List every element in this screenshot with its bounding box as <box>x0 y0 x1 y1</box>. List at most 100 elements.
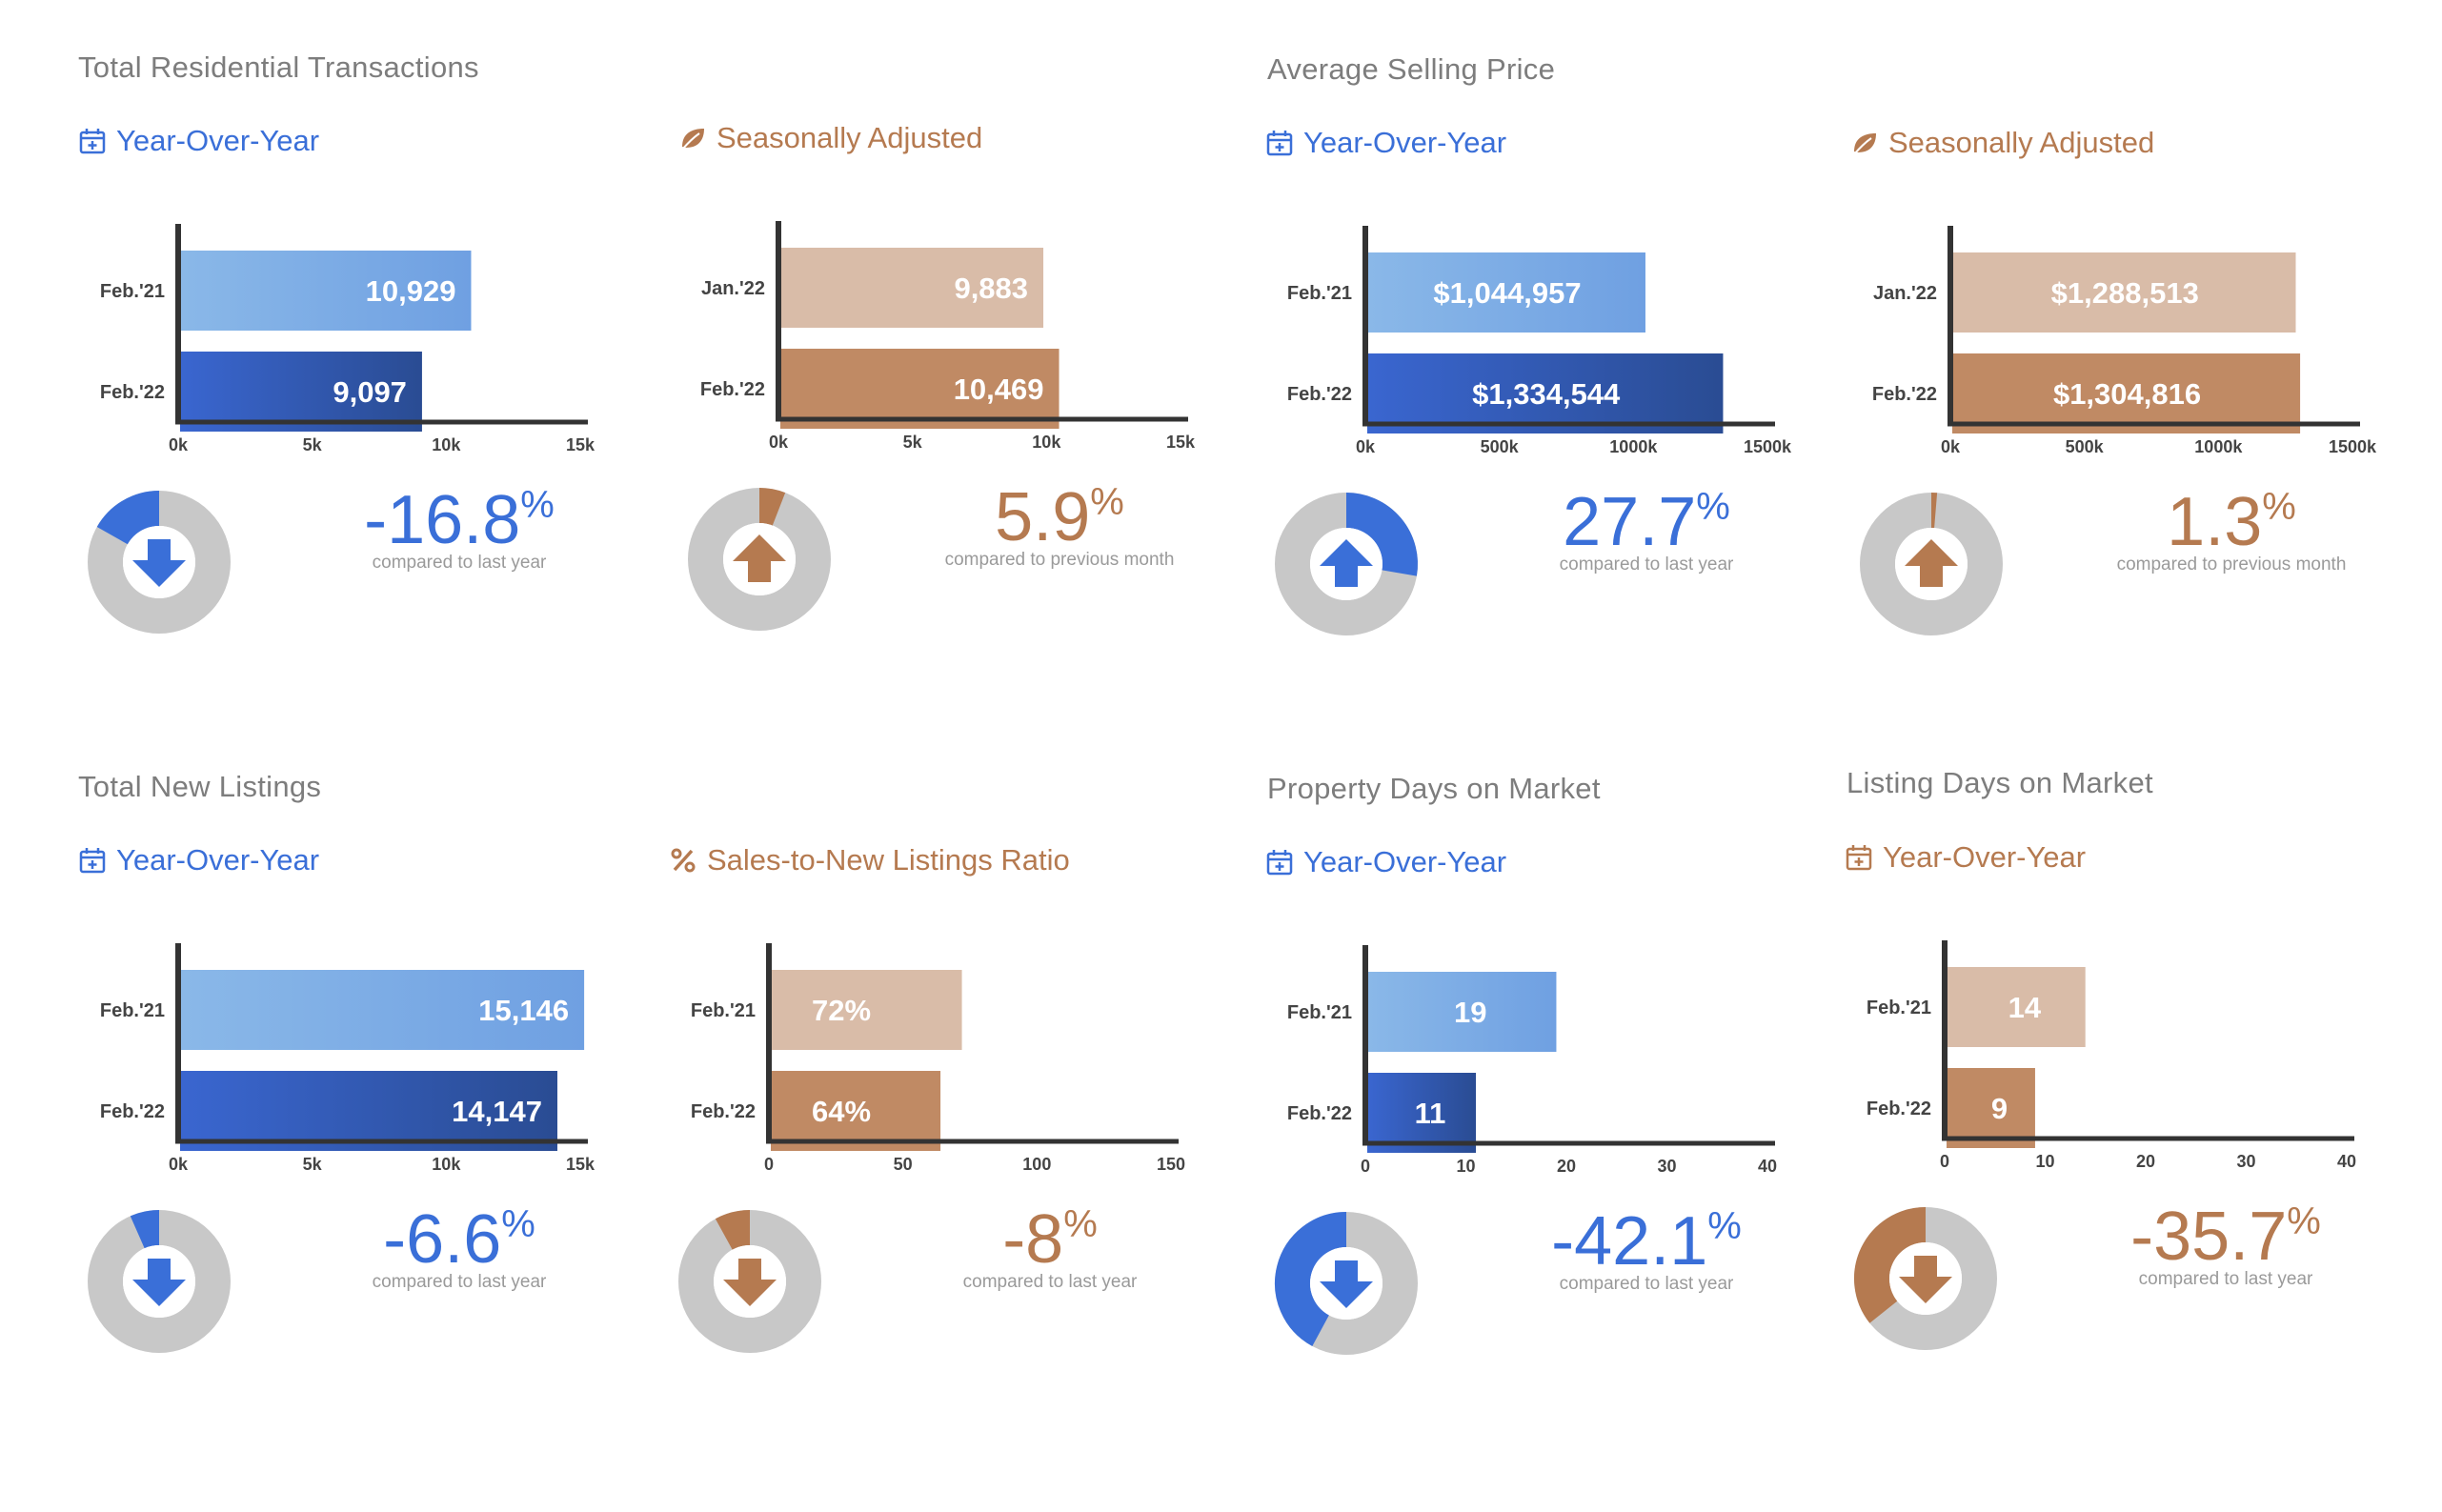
x-tick-label: 15k <box>1166 433 1196 452</box>
change-donut <box>1849 1202 2002 1355</box>
value-label: $1,044,957 <box>1433 276 1581 310</box>
category-label: Feb.'22 <box>700 379 765 400</box>
category-label: Feb.'22 <box>100 382 165 403</box>
change-percent-value: 5.9 <box>995 479 1090 555</box>
x-tick-label: 10k <box>432 435 461 454</box>
x-tick-label: 40 <box>1758 1157 1777 1176</box>
calendar-icon <box>78 846 107 875</box>
x-tick-label: 5k <box>303 435 323 454</box>
x-tick-label: 100 <box>1022 1155 1051 1174</box>
change-donut <box>83 486 235 638</box>
x-tick-label: 10k <box>432 1155 461 1174</box>
calendar-icon <box>1265 848 1294 877</box>
x-tick-label: 0k <box>769 433 789 452</box>
x-tick-label: 30 <box>2236 1152 2255 1171</box>
percent-icon <box>669 846 697 875</box>
category-label: Feb.'21 <box>691 1000 756 1021</box>
comparison-caption: compared to last year <box>316 553 602 574</box>
x-tick-label: 0k <box>1356 437 1376 456</box>
change-percent-value: 27.7 <box>1563 484 1696 560</box>
section-title-total-residential-transactions: Total Residential Transactions <box>78 50 479 85</box>
category-label: Feb.'22 <box>1287 1103 1352 1124</box>
x-tick-label: 5k <box>303 1155 323 1174</box>
x-tick-label: 20 <box>1557 1157 1576 1176</box>
calendar-icon <box>78 127 107 155</box>
percent-symbol: % <box>2287 1200 2321 1242</box>
change-donut <box>1855 488 2008 640</box>
category-label: Feb.'21 <box>1867 998 1931 1018</box>
comparison-caption: compared to last year <box>316 1272 602 1293</box>
category-label: Feb.'22 <box>100 1101 165 1122</box>
x-tick-label: 5k <box>903 433 923 452</box>
value-label: $1,288,513 <box>2051 276 2199 310</box>
category-label: Feb.'21 <box>1287 1002 1352 1023</box>
value-label: 10,469 <box>954 373 1044 406</box>
panel-subhead-label: Sales-to-New Listings Ratio <box>707 843 1070 877</box>
percent-symbol: % <box>501 1203 535 1245</box>
section-title-average-selling-price: Average Selling Price <box>1267 52 1555 87</box>
panel-subhead-label: Year-Over-Year <box>1883 840 2086 875</box>
percent-symbol: % <box>1707 1205 1742 1247</box>
x-tick-label: 30 <box>1657 1157 1676 1176</box>
x-tick-label: 0 <box>1361 1157 1370 1176</box>
value-label: 11 <box>1415 1097 1446 1130</box>
comparison-caption: compared to last year <box>907 1272 1193 1293</box>
calendar-icon <box>1265 848 1294 877</box>
x-tick-label: 1000k <box>2194 437 2243 456</box>
category-label: Feb.'22 <box>1287 384 1352 405</box>
calendar-icon <box>1845 843 1873 872</box>
x-tick-label: 150 <box>1157 1155 1185 1174</box>
category-label: Feb.'22 <box>1872 384 1937 405</box>
value-label: $1,334,544 <box>1472 377 1621 411</box>
donut-segment <box>759 506 778 510</box>
x-tick-label: 1500k <box>2329 437 2377 456</box>
panel-subhead: Year-Over-Year <box>78 124 319 158</box>
change-donut <box>674 1205 826 1358</box>
change-donut <box>1270 1207 1423 1360</box>
panel-subhead: Year-Over-Year <box>1845 840 2086 875</box>
category-label: Feb.'22 <box>1867 1099 1931 1119</box>
change-percent: -6.6% <box>316 1205 602 1274</box>
percent-symbol: % <box>1090 481 1124 523</box>
value-label: 64% <box>812 1095 871 1128</box>
percent-symbol: % <box>1063 1203 1098 1245</box>
leaf-icon <box>678 124 707 152</box>
x-tick-label: 10 <box>2035 1152 2054 1171</box>
panel-subhead: Year-Over-Year <box>78 843 319 877</box>
change-donut <box>1270 488 1423 640</box>
change-percent-value: 1.3 <box>2167 484 2262 560</box>
percent-symbol: % <box>2262 486 2296 528</box>
donut-segment <box>724 1228 750 1235</box>
x-tick-label: 15k <box>566 435 595 454</box>
leaf-icon <box>1850 129 1879 157</box>
panel-subhead-label: Year-Over-Year <box>1303 845 1506 879</box>
category-label: Feb.'22 <box>691 1101 756 1122</box>
x-tick-label: 0k <box>169 1155 189 1174</box>
calendar-icon <box>78 127 107 155</box>
value-label: 14 <box>2008 991 2042 1024</box>
x-tick-label: 0k <box>169 435 189 454</box>
category-label: Jan.'22 <box>1873 283 1937 304</box>
panel-subhead-label: Seasonally Adjusted <box>716 121 982 155</box>
value-label: 10,929 <box>366 274 456 308</box>
comparison-caption: compared to last year <box>1504 554 1789 575</box>
leaf-icon <box>678 124 707 152</box>
value-label: $1,304,816 <box>2053 377 2201 411</box>
change-percent: -16.8% <box>316 486 602 554</box>
value-label: 14,147 <box>452 1095 542 1128</box>
